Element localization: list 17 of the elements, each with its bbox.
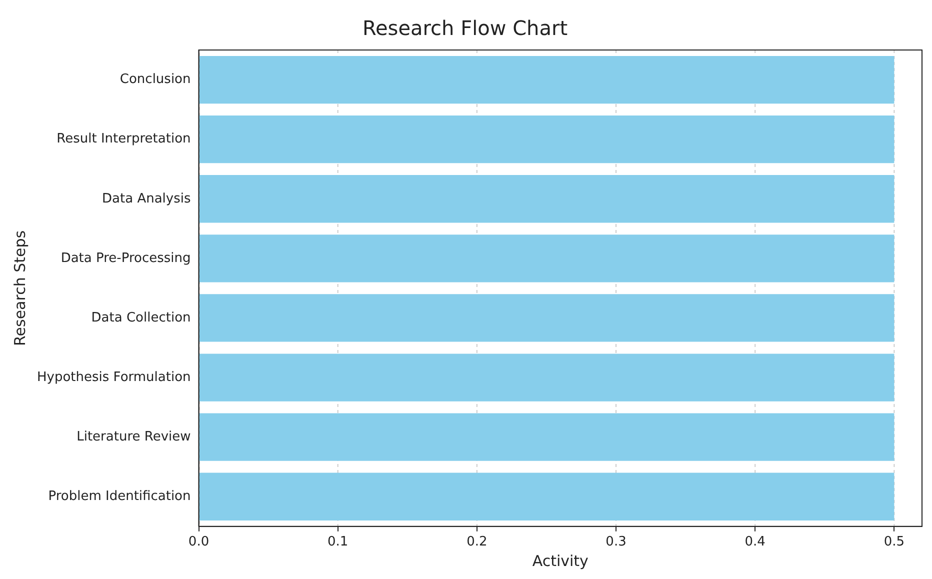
x-tick-label: 0.1 [328, 534, 348, 550]
y-tick-label: Data Pre-Processing [60, 250, 191, 266]
x-tick-label: 0.0 [188, 534, 210, 550]
x-tick-label: 0.3 [606, 534, 626, 550]
y-tick-label: Data Analysis [102, 191, 191, 206]
y-tick-label: Data Collection [91, 310, 191, 326]
chart-title: Research Flow Chart [362, 16, 568, 40]
y-tick-label: Problem Identification [48, 489, 191, 504]
x-tick-label: 0.2 [466, 534, 488, 550]
x-tick-label: 0.5 [884, 534, 905, 550]
y-tick-label: Hypothesis Formulation [37, 370, 191, 385]
y-tick-label: Result Interpretation [56, 132, 191, 147]
y-axis-title: Research Steps [10, 230, 29, 346]
y-tick-label: Conclusion [120, 72, 191, 88]
x-tick-label: 0.4 [744, 534, 766, 550]
y-tick-label: Literature Review [76, 429, 192, 444]
x-axis-title: Activity [532, 552, 589, 570]
